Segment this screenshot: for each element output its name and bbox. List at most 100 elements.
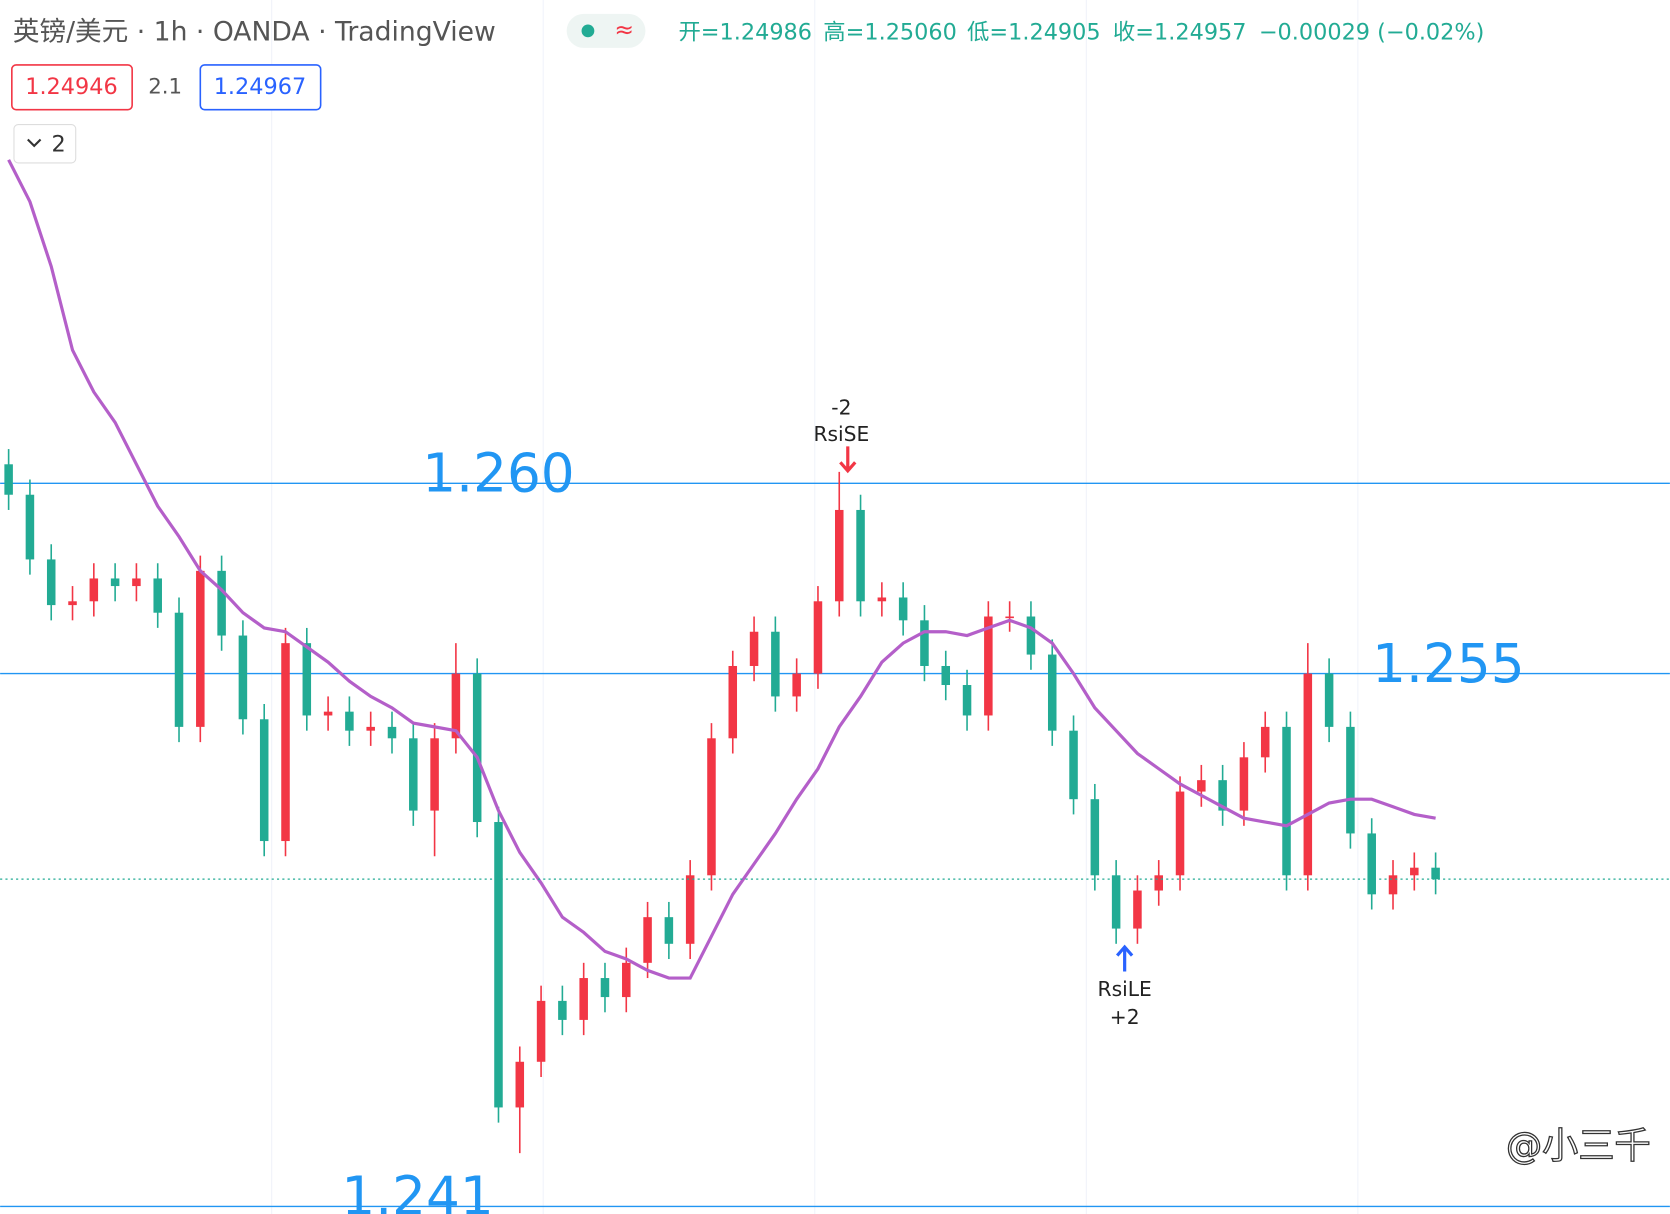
status-icon: ≈: [614, 15, 634, 43]
indicator-toggle[interactable]: [13, 124, 77, 164]
candle-body: [877, 597, 887, 602]
candle-body: [1175, 791, 1185, 876]
candle-body: [1090, 799, 1100, 876]
candle-body: [25, 494, 35, 560]
candle-body: [281, 643, 290, 842]
candle-body: [196, 570, 205, 727]
watermark: @小三千: [1506, 1124, 1651, 1167]
candle-body: [835, 509, 844, 602]
signal-label: RsiSE: [813, 422, 869, 446]
plot-area: 1.260 1.255 1.241 RsiSE-2 RsiLE +2: [0, 159, 1670, 1214]
candle-body: [707, 738, 716, 876]
candle-body: [941, 665, 951, 686]
candle-body: [430, 738, 439, 811]
candle-body: [558, 1000, 567, 1020]
candle-body: [451, 673, 461, 739]
candle-body: [749, 631, 759, 666]
candle-body: [366, 726, 375, 731]
candle-body: [685, 875, 695, 944]
candle-body: [302, 643, 312, 716]
candle-body: [1154, 875, 1163, 891]
candle-body: [579, 978, 588, 1020]
chevron-icon: [27, 138, 42, 148]
ohlc-value: 收=1.24957: [1113, 20, 1247, 46]
candle-body: [515, 1061, 525, 1108]
signal-arrow: [1115, 944, 1134, 972]
ohlc-value: 低=1.24905: [967, 20, 1101, 46]
ohlc-value: 高=1.25060: [823, 20, 957, 46]
candle-body: [1260, 726, 1270, 758]
candle-body: [984, 616, 993, 716]
candle-body: [1197, 780, 1206, 792]
candle-body: [46, 559, 56, 606]
signal-qty: +2: [1110, 1005, 1140, 1029]
signal-arrow: [839, 446, 857, 474]
moving-average: [7, 159, 1436, 980]
buy-price[interactable]: 1.24967: [214, 74, 306, 100]
symbol-title: 英镑/美元 · 1h · OANDA · TradingView: [13, 17, 496, 48]
candle-body: [1069, 730, 1078, 800]
candle-body: [1047, 654, 1057, 731]
candle-body: [345, 711, 354, 731]
level-label: 1.255: [1372, 633, 1524, 695]
buy-button[interactable]: [199, 64, 322, 111]
candle-body: [962, 685, 972, 716]
ohlc-values: 开=1.24986 高=1.25060 低=1.24905 收=1.24957 −0.0…: [678, 20, 1484, 46]
header: 英镑/美元 · 1h · OANDA · TradingView ≈ 开=1.2…: [11, 13, 1484, 164]
candle-body: [1303, 673, 1313, 876]
candle-body: [387, 726, 397, 739]
candle-body: [494, 822, 503, 1108]
candle-body: [1111, 875, 1121, 929]
candle-body: [1410, 867, 1419, 876]
candle-body: [68, 601, 77, 606]
sell-price[interactable]: 1.24946: [25, 74, 117, 100]
candle-body: [856, 509, 865, 602]
status-dot: [581, 24, 595, 38]
signal-label: RsiLE: [1098, 977, 1152, 1001]
candle-body: [132, 578, 141, 587]
candle-body: [771, 631, 780, 697]
candle-body: [238, 635, 248, 720]
candle-body: [1239, 757, 1249, 811]
ohlc-value: −0.00029 (−0.02%): [1259, 20, 1485, 46]
status-badge: [566, 13, 646, 48]
candle-body: [920, 620, 929, 666]
candle-body: [600, 978, 610, 998]
candle-body: [536, 1000, 546, 1062]
candle-body: [153, 578, 162, 613]
candle-body: [409, 738, 418, 811]
spread: 2.1: [148, 74, 182, 99]
candle-body: [898, 597, 908, 621]
level-label: 1.260: [422, 443, 574, 505]
candle-body: [1367, 833, 1376, 895]
candle-body: [1133, 890, 1142, 929]
candle-body: [4, 464, 13, 495]
candle-body: [472, 673, 482, 823]
candle-body: [1282, 726, 1291, 876]
candle-body: [323, 711, 333, 716]
level-label: 1.241: [341, 1166, 493, 1214]
candle-body: [1388, 875, 1398, 895]
candle-body: [622, 962, 631, 998]
candle-body: [1324, 673, 1334, 727]
ohlc-value: 开=1.24986: [678, 20, 812, 46]
candle-body: [110, 578, 120, 587]
candle-body: [174, 612, 184, 727]
candle-body: [1005, 616, 1014, 619]
sell-button[interactable]: [11, 64, 133, 111]
candle-body: [792, 673, 801, 697]
candle-body: [1431, 867, 1440, 880]
candle-body: [1218, 780, 1227, 811]
candle-body: [1026, 616, 1036, 655]
candle-body: [89, 578, 99, 602]
candle-body: [813, 601, 823, 674]
signal-qty: -2: [831, 396, 851, 420]
indicator-count[interactable]: 2: [52, 131, 66, 157]
candle-body: [259, 719, 269, 842]
candle-body: [643, 917, 652, 963]
candle-body: [217, 570, 226, 636]
candle-body: [728, 665, 738, 739]
